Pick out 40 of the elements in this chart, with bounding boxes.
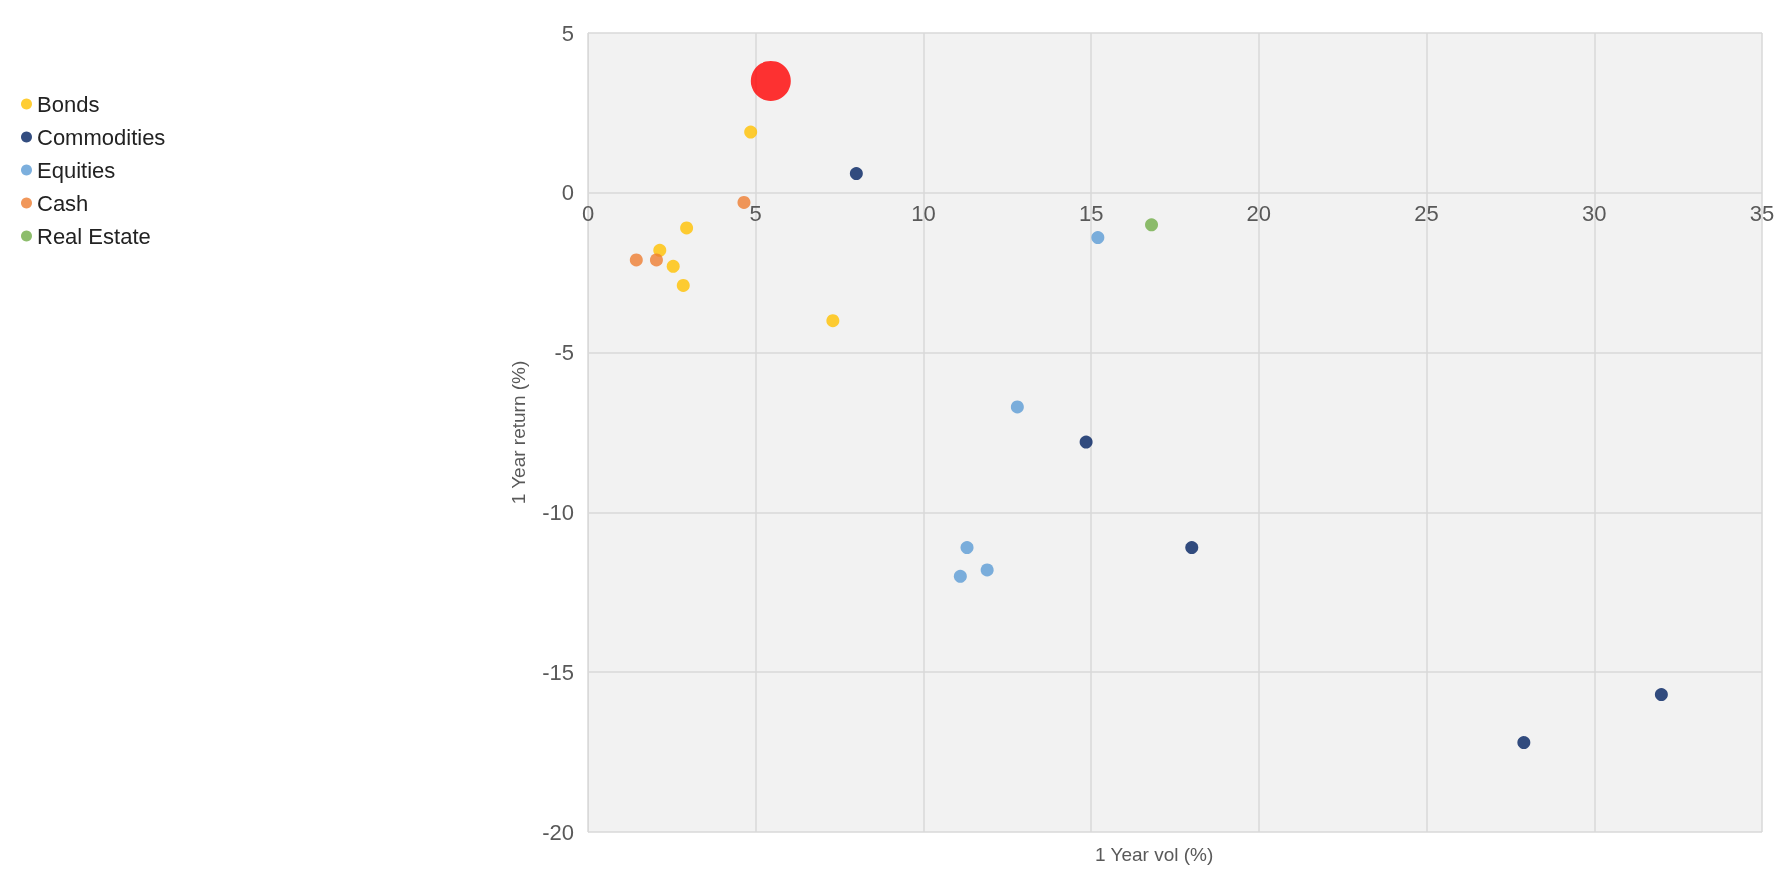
y-axis-title: 1 Year return (%) xyxy=(508,360,529,505)
point xyxy=(980,563,994,577)
x-tick-label: 20 xyxy=(1246,201,1272,227)
x-tick-label: 30 xyxy=(1582,201,1607,227)
point xyxy=(826,314,840,328)
point xyxy=(680,221,694,235)
point xyxy=(1654,688,1668,702)
legend-label: Real Estate xyxy=(37,223,151,249)
x-tick-label: 35 xyxy=(1749,201,1775,227)
x-tick-label: 0 xyxy=(581,201,595,227)
legend-label: Commodities xyxy=(37,124,166,150)
point xyxy=(676,278,690,292)
point xyxy=(629,253,643,267)
x-tick-label: 5 xyxy=(749,201,762,227)
y-tick-label: -15 xyxy=(542,659,574,685)
point xyxy=(1010,400,1024,414)
y-tick-label: -5 xyxy=(554,340,574,366)
legend-label: Bonds xyxy=(37,91,100,117)
point xyxy=(744,125,758,139)
y-tick-label: -20 xyxy=(542,819,574,845)
y-tick-label: 5 xyxy=(561,20,574,46)
point xyxy=(1091,231,1105,245)
point xyxy=(737,195,751,209)
point xyxy=(1185,541,1199,555)
point xyxy=(849,167,863,181)
x-tick-label: 15 xyxy=(1078,201,1104,227)
point xyxy=(1079,435,1093,449)
point xyxy=(953,569,967,583)
legend-label: Cash xyxy=(37,190,89,216)
legend-label: Equities xyxy=(37,157,116,183)
point xyxy=(1145,218,1159,232)
point xyxy=(666,259,680,273)
point xyxy=(960,541,974,555)
x-tick-label: 25 xyxy=(1414,201,1439,227)
point xyxy=(649,253,663,267)
y-tick-label: -10 xyxy=(542,499,574,525)
y-tick-label: 0 xyxy=(561,180,574,206)
x-axis-title: 1 Year vol (%) xyxy=(1095,844,1214,865)
point xyxy=(1517,736,1531,750)
x-tick-label: 10 xyxy=(911,201,936,227)
